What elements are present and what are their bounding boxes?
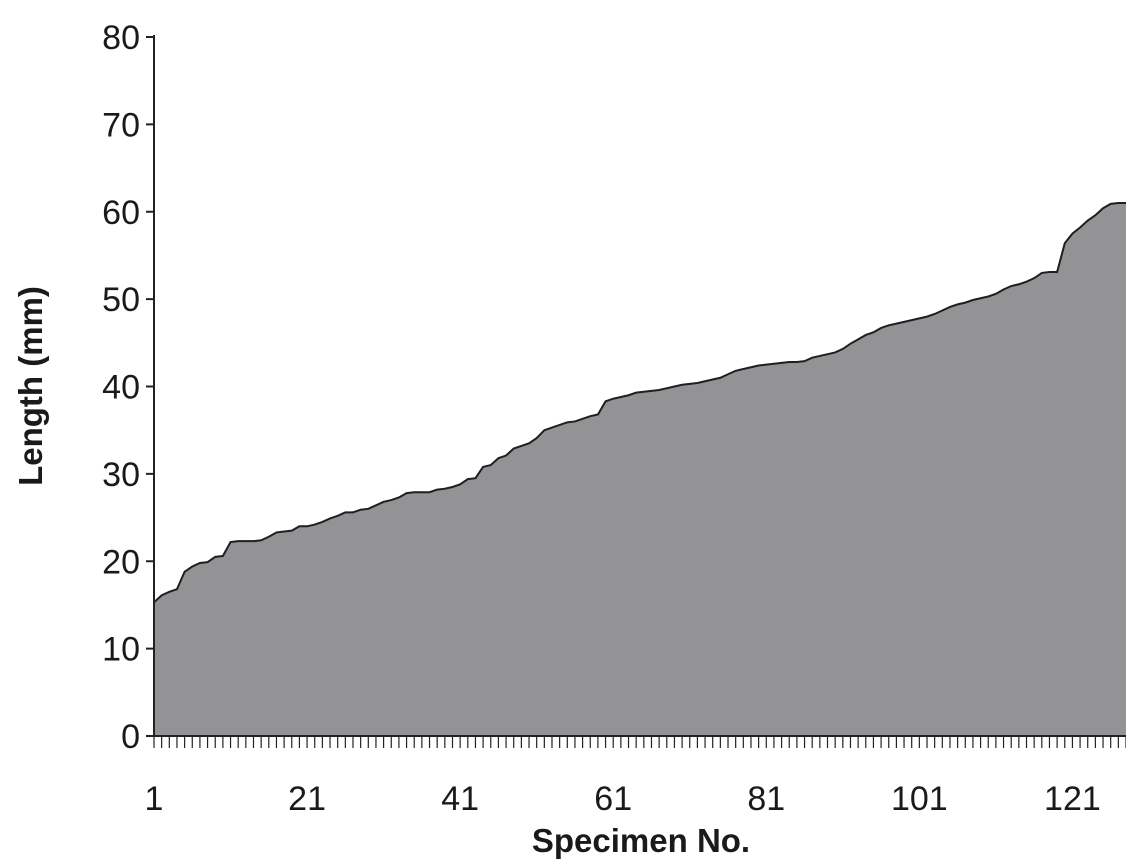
y-tick-label: 80 (102, 19, 140, 57)
plot-area (153, 202, 1126, 736)
x-tick-label: 21 (288, 780, 326, 818)
y-axis-title: Length (mm) (12, 286, 49, 486)
y-tick-label: 10 (102, 631, 140, 669)
area-fill (154, 203, 1126, 736)
y-tick-label: 20 (102, 543, 140, 581)
x-tick-label: 81 (747, 780, 785, 818)
y-tick-label: 0 (121, 718, 140, 756)
area-line (153, 202, 1126, 604)
x-tick-label: 121 (1044, 780, 1101, 818)
x-tick-label: 101 (891, 780, 948, 818)
y-tick-label: 50 (102, 281, 140, 319)
x-tick-label: 1 (145, 780, 164, 818)
x-axis: 1 21 41 61 81 101 121 (145, 735, 1126, 818)
y-tick-label: 40 (102, 369, 140, 407)
x-axis-title: Specimen No. (532, 822, 750, 859)
x-tick-label: 61 (594, 780, 632, 818)
x-tick-label: 41 (441, 780, 479, 818)
y-tick-label: 30 (102, 456, 140, 494)
y-axis: 0 10 20 30 40 50 60 70 80 (102, 19, 155, 756)
y-tick-label: 70 (102, 106, 140, 144)
y-tick-label: 60 (102, 194, 140, 232)
